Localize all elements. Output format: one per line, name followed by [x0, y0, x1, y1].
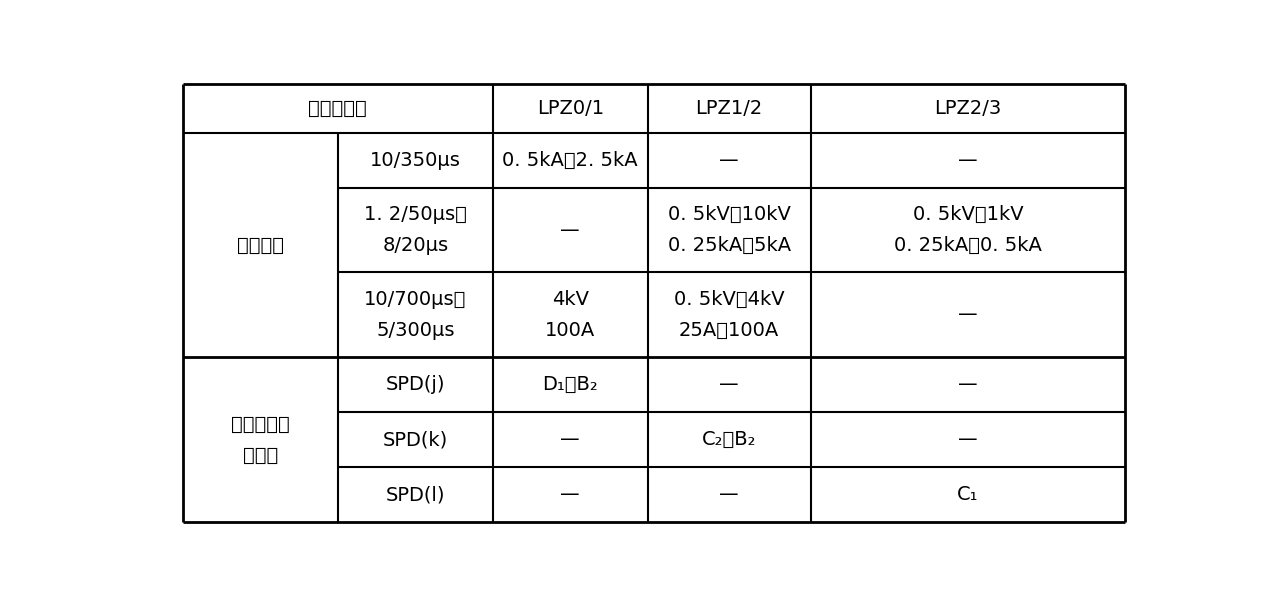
- Text: 0. 5kA～2. 5kA: 0. 5kA～2. 5kA: [503, 151, 638, 170]
- Text: —: —: [560, 485, 581, 505]
- Text: SPD(l): SPD(l): [385, 485, 445, 505]
- Text: —: —: [958, 375, 977, 394]
- Text: 0. 5kV～10kV
0. 25kA～5kA: 0. 5kV～10kV 0. 25kA～5kA: [667, 205, 791, 255]
- Text: 0. 5kV～4kV
25A～100A: 0. 5kV～4kV 25A～100A: [674, 290, 785, 340]
- Text: LPZ0/1: LPZ0/1: [537, 98, 604, 118]
- Text: —: —: [958, 305, 977, 325]
- Text: 1. 2/50μs、
8/20μs: 1. 2/50μs、 8/20μs: [364, 205, 467, 255]
- Text: —: —: [720, 485, 739, 505]
- Text: —: —: [720, 151, 739, 170]
- Text: SPD(j): SPD(j): [385, 375, 445, 394]
- Text: 0. 5kV～1kV
0. 25kA～0. 5kA: 0. 5kV～1kV 0. 25kA～0. 5kA: [894, 205, 1041, 255]
- Text: D₁、B₂: D₁、B₂: [542, 375, 598, 394]
- Text: —: —: [560, 221, 581, 239]
- Text: —: —: [720, 375, 739, 394]
- Text: LPZ1/2: LPZ1/2: [695, 98, 763, 118]
- Text: SPD(k): SPD(k): [383, 430, 448, 449]
- Text: —: —: [958, 151, 977, 170]
- Text: 浪涌范围: 浪涌范围: [237, 235, 283, 254]
- Text: LPZ2/3: LPZ2/3: [934, 98, 1002, 118]
- Text: 10/700μs、
5/300μs: 10/700μs、 5/300μs: [364, 290, 467, 340]
- Text: C₂、B₂: C₂、B₂: [702, 430, 757, 449]
- Text: 雷电防护区: 雷电防护区: [309, 98, 367, 118]
- Text: 浪涌保护器
的要求: 浪涌保护器 的要求: [231, 415, 290, 465]
- Text: C₁: C₁: [957, 485, 979, 505]
- Text: 10/350μs: 10/350μs: [370, 151, 461, 170]
- Text: —: —: [958, 430, 977, 449]
- Text: 4kV
100A: 4kV 100A: [545, 290, 596, 340]
- Text: —: —: [560, 430, 581, 449]
